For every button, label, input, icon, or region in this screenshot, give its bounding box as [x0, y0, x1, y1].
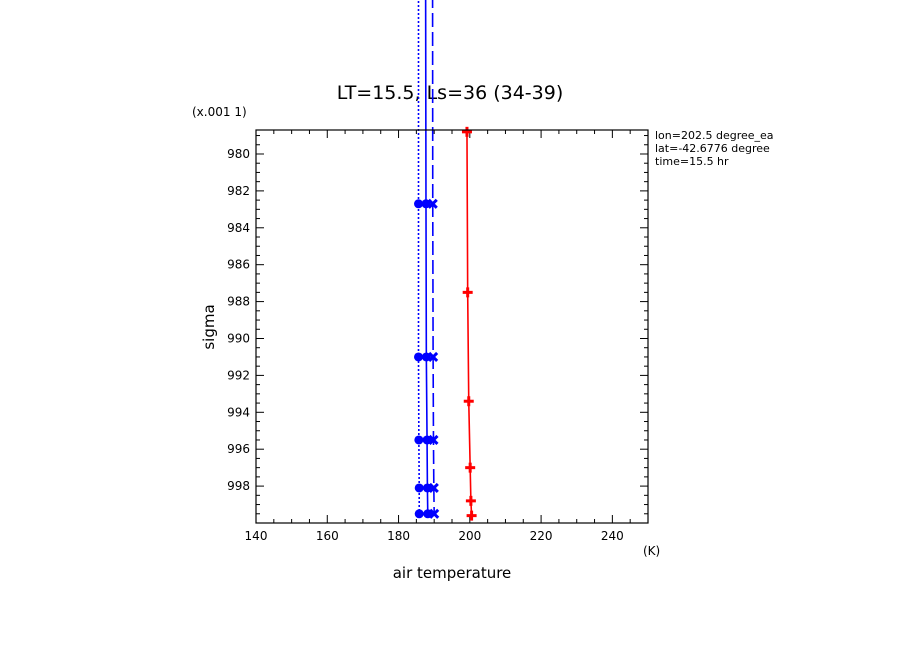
data-point	[428, 482, 439, 494]
data-point	[421, 352, 431, 362]
data-point	[428, 434, 439, 446]
annotation-lon: lon=202.5 degree_ea	[655, 129, 774, 142]
y-tick-label: 982	[227, 184, 250, 198]
series-2	[421, 0, 433, 519]
y-tick-label: 996	[227, 442, 250, 456]
y-tick-label: 980	[227, 147, 250, 161]
y-tick-label: 992	[227, 368, 250, 382]
y-tick-label: 998	[227, 479, 250, 493]
data-point	[465, 495, 476, 506]
x-tick-label: 220	[530, 529, 553, 543]
data-point	[414, 435, 424, 445]
y-axis-label: sigma	[200, 304, 218, 349]
series-3	[427, 0, 440, 519]
data-point	[414, 509, 424, 519]
x-tick-label: 160	[316, 529, 339, 543]
series-0	[461, 126, 477, 521]
data-point	[429, 508, 440, 519]
data-point	[461, 126, 472, 137]
x-axis-label: air temperature	[393, 564, 512, 582]
data-point	[463, 396, 474, 407]
data-point	[427, 198, 438, 209]
x-tick-label: 140	[245, 529, 268, 543]
y-tick-label: 990	[227, 331, 250, 345]
series-line	[417, 0, 421, 514]
data-point	[465, 462, 476, 473]
y-tick-label: 986	[227, 258, 250, 272]
series-1	[414, 0, 424, 519]
data-point	[428, 351, 439, 363]
y-tick-label: 994	[227, 405, 250, 419]
series-line	[466, 131, 473, 516]
y-tick-label: 988	[227, 295, 250, 309]
data-point	[414, 199, 424, 209]
data-point	[462, 287, 473, 298]
chart-title: LT=15.5, Ls=36 (34-39)	[337, 82, 564, 104]
y-tick-label: 984	[227, 221, 250, 235]
data-point	[421, 199, 431, 209]
x-axis-units: (K)	[643, 544, 660, 558]
series-layer	[414, 0, 477, 521]
data-point	[414, 352, 424, 362]
annotation-time: time=15.5 hr	[655, 155, 729, 168]
data-point	[466, 510, 477, 521]
series-line	[431, 0, 435, 514]
x-tick-label: 180	[387, 529, 410, 543]
axis-ticks: 140 160 180 200 220 240 980 982 984 986 988 990 992 9…	[227, 130, 649, 543]
x-tick-label: 240	[601, 529, 624, 543]
y-axis-units: (x.001 1)	[192, 105, 247, 119]
plot-frame	[255, 129, 649, 524]
data-point	[414, 483, 424, 493]
annotation-clip	[780, 128, 904, 173]
annotation-lat: lat=-42.6776 degree	[655, 142, 770, 155]
x-tick-label: 200	[458, 529, 481, 543]
